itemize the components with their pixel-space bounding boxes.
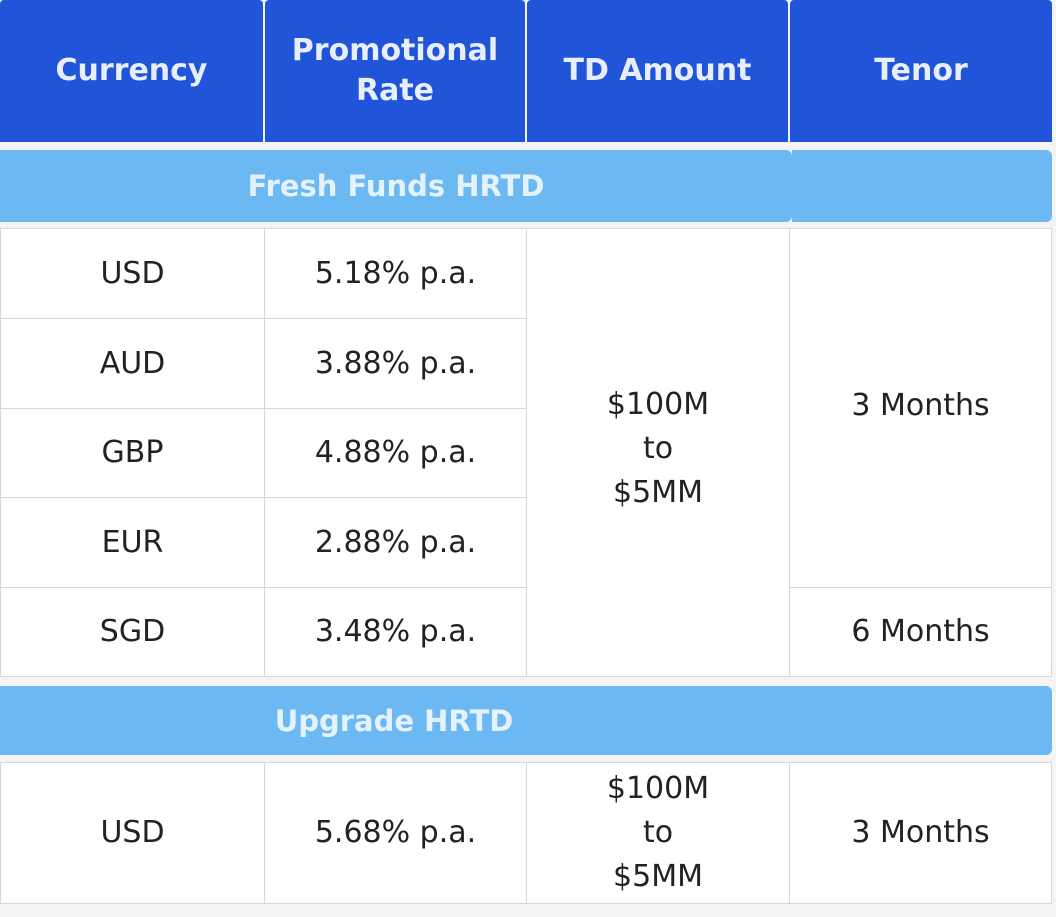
rate: 5.68% p.a. xyxy=(314,815,477,850)
cell-tenor: 3 Months xyxy=(789,762,1052,904)
cell-rate: 2.88% p.a. xyxy=(264,497,527,588)
section-band-end xyxy=(792,150,1052,222)
cell-currency: USD xyxy=(0,228,265,319)
cell-currency: EUR xyxy=(0,497,265,588)
section-fresh-funds: Fresh Funds HRTD xyxy=(0,150,792,222)
header-tenor: Tenor xyxy=(790,0,1052,142)
currency: AUD xyxy=(99,345,166,381)
currency: EUR xyxy=(101,524,164,560)
cell-currency: GBP xyxy=(0,408,265,498)
section-title: Fresh Funds HRTD xyxy=(247,169,545,203)
rate: 2.88% p.a. xyxy=(314,524,477,560)
td-amount-line: $5MM xyxy=(613,474,703,510)
header-promotional-rate: Promotional Rate xyxy=(265,0,525,142)
rate: 5.18% p.a. xyxy=(314,255,477,291)
currency: USD xyxy=(100,255,165,291)
cell-currency: SGD xyxy=(0,587,265,677)
tenor: 3 Months xyxy=(851,815,990,850)
rate: 3.48% p.a. xyxy=(314,614,477,649)
cell-rate: 4.88% p.a. xyxy=(264,408,527,498)
td-amount-line: to xyxy=(642,430,674,466)
cell-currency: USD xyxy=(0,762,265,904)
section-upgrade: Upgrade HRTD xyxy=(0,686,1052,755)
cell-td-amount: $100M to $5MM xyxy=(526,762,790,904)
cell-rate: 3.48% p.a. xyxy=(264,587,527,677)
header-td-amount: TD Amount xyxy=(527,0,788,142)
currency: SGD xyxy=(99,614,166,649)
cell-rate: 3.88% p.a. xyxy=(264,318,527,409)
header-label: TD Amount xyxy=(563,53,752,88)
cell-tenor: 6 Months xyxy=(789,587,1052,677)
cell-rate: 5.68% p.a. xyxy=(264,762,527,904)
td-amount-line: $100M xyxy=(606,771,710,806)
cell-tenor: 3 Months xyxy=(789,228,1052,588)
section-title: Upgrade HRTD xyxy=(274,703,514,738)
header-currency: Currency xyxy=(0,0,263,142)
rate: 4.88% p.a. xyxy=(314,435,477,470)
td-amount-line: $100M xyxy=(606,386,710,422)
cell-currency: AUD xyxy=(0,318,265,409)
cell-td-amount: $100M to $5MM xyxy=(526,228,790,677)
tenor: 3 Months xyxy=(851,388,990,423)
td-amount-line: to xyxy=(642,815,674,850)
td-amount-line: $5MM xyxy=(613,859,703,894)
currency: USD xyxy=(100,815,165,850)
cell-rate: 5.18% p.a. xyxy=(264,228,527,319)
tenor: 6 Months xyxy=(851,614,990,649)
header-label: Tenor xyxy=(874,53,968,88)
header-label: Currency xyxy=(55,53,208,88)
header-label: Promotional Rate xyxy=(291,33,499,108)
rate: 3.88% p.a. xyxy=(314,345,477,381)
currency: GBP xyxy=(101,435,164,470)
